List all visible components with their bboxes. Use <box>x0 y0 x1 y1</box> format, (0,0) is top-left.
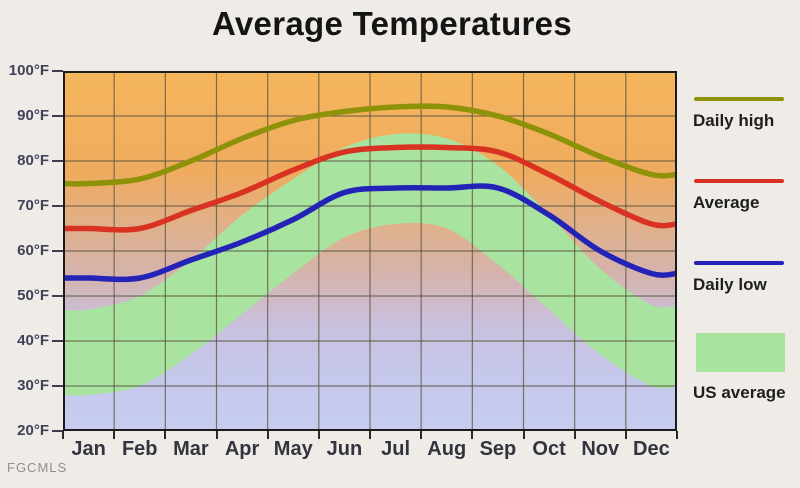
plot-border <box>63 71 677 431</box>
x-axis-tick <box>164 431 167 439</box>
y-axis-label: 70°F <box>17 197 49 214</box>
x-axis-label: Aug <box>427 438 467 460</box>
x-axis-tick <box>522 431 525 439</box>
x-axis-label: Oct <box>532 438 566 460</box>
legend-swatch-us-average <box>696 333 785 372</box>
y-axis-tick <box>52 250 63 252</box>
y-axis-tick <box>52 340 63 342</box>
x-axis-label: Jan <box>71 438 106 460</box>
legend-label-average: Average <box>693 193 760 212</box>
x-axis-tick <box>215 431 218 439</box>
x-axis-label: May <box>273 438 313 460</box>
x-axis-label: Jul <box>381 438 411 460</box>
legend-label-us-average: US average <box>693 383 786 402</box>
x-axis-tick <box>62 431 64 439</box>
x-axis-label: Mar <box>173 438 209 460</box>
watermark: FGCMLS <box>7 460 68 475</box>
x-axis-label: Jun <box>326 438 363 460</box>
x-axis-tick <box>420 431 423 439</box>
daily-high-line <box>63 103 677 187</box>
y-axis-tick <box>52 430 63 432</box>
y-axis-tick <box>52 295 63 297</box>
x-axis-label: Dec <box>633 438 670 460</box>
legend-swatch-average <box>694 179 784 183</box>
chart-title: Average Temperatures <box>212 5 572 42</box>
average-line <box>63 144 677 233</box>
x-axis-tick <box>317 431 320 439</box>
x-axis-tick <box>676 431 678 439</box>
y-axis-tick <box>52 205 63 207</box>
y-axis-tick <box>52 160 63 162</box>
x-axis-tick <box>624 431 627 439</box>
x-axis-tick <box>113 431 116 439</box>
y-axis-label: 50°F <box>17 287 49 304</box>
x-axis-label: Sep <box>479 438 517 460</box>
x-axis-label: Feb <box>121 438 158 460</box>
x-axis-tick <box>471 431 474 439</box>
y-axis-label: 30°F <box>17 377 49 394</box>
x-axis-tick <box>573 431 576 439</box>
x-axis-tick <box>369 431 371 439</box>
y-axis-label: 20°F <box>17 422 49 439</box>
y-axis-tick <box>52 385 63 387</box>
x-axis-label: Apr <box>224 438 260 460</box>
y-axis-label: 100°F <box>8 62 49 79</box>
y-axis-tick <box>52 70 63 72</box>
x-axis-tick <box>266 431 269 439</box>
legend-label-daily-high: Daily high <box>693 111 775 130</box>
daily-low-line <box>63 183 677 283</box>
legend-swatch-daily-high <box>694 97 784 101</box>
plot-area <box>63 71 677 431</box>
y-axis-label: 40°F <box>17 332 49 349</box>
y-axis-tick <box>52 115 63 117</box>
y-axis-label: 60°F <box>17 242 49 259</box>
legend-label-daily-low: Daily low <box>693 275 767 294</box>
legend-swatch-daily-low <box>694 261 784 265</box>
y-axis-label: 90°F <box>17 107 49 124</box>
x-axis-label: Nov <box>581 438 620 460</box>
y-axis-label: 80°F <box>17 152 49 169</box>
